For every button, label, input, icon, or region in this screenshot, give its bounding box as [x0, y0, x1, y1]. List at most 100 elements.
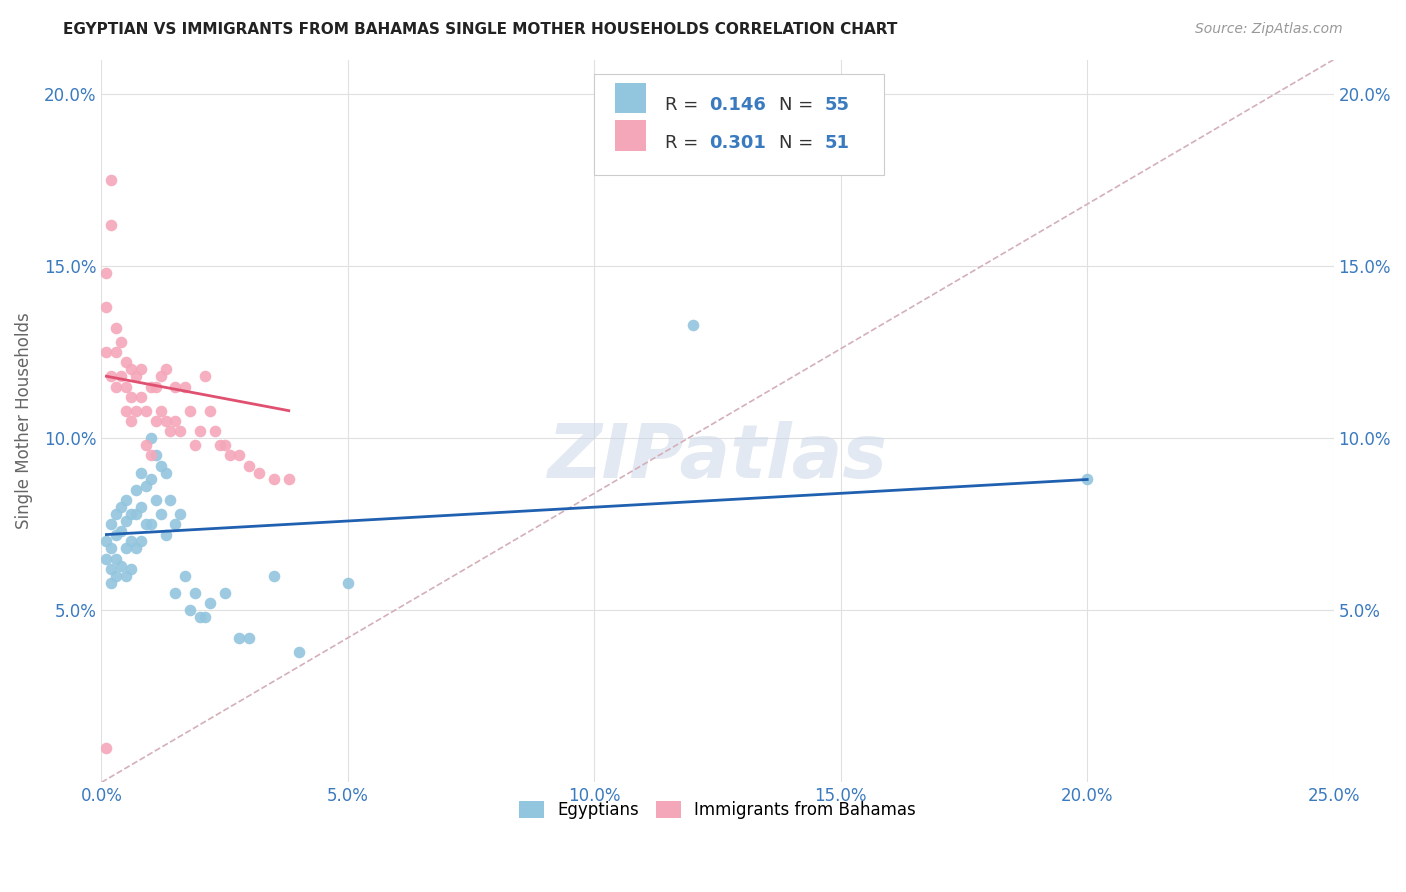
- Point: [198, 403, 221, 417]
- Point: [100, 218, 122, 232]
- Point: [125, 483, 148, 497]
- Point: [139, 473, 162, 487]
- Point: [188, 610, 211, 624]
- Point: [115, 355, 138, 369]
- Point: [155, 466, 177, 480]
- Point: [105, 321, 128, 335]
- Point: [188, 425, 211, 439]
- Point: [115, 514, 138, 528]
- Point: [135, 517, 157, 532]
- Point: [204, 425, 226, 439]
- Point: [125, 369, 148, 384]
- Point: [115, 541, 138, 556]
- Point: [96, 534, 118, 549]
- Point: [105, 379, 128, 393]
- Point: [218, 449, 240, 463]
- Point: [287, 644, 309, 658]
- Point: [149, 369, 172, 384]
- Text: N =: N =: [779, 134, 820, 152]
- Y-axis label: Single Mother Households: Single Mother Households: [15, 312, 32, 529]
- Point: [129, 466, 152, 480]
- Point: [238, 631, 260, 645]
- Point: [105, 551, 128, 566]
- Point: [184, 438, 207, 452]
- Point: [155, 414, 177, 428]
- Text: 55: 55: [825, 96, 849, 114]
- Point: [336, 575, 359, 590]
- Text: 0.301: 0.301: [709, 134, 766, 152]
- Point: [96, 345, 118, 359]
- Point: [238, 458, 260, 473]
- Point: [96, 301, 118, 315]
- Point: [263, 473, 285, 487]
- Point: [159, 425, 181, 439]
- Point: [184, 586, 207, 600]
- Point: [100, 575, 122, 590]
- Point: [139, 379, 162, 393]
- Point: [120, 534, 142, 549]
- Point: [120, 414, 142, 428]
- Point: [110, 500, 132, 514]
- Point: [682, 318, 704, 332]
- Point: [208, 438, 231, 452]
- Point: [135, 479, 157, 493]
- Point: [139, 431, 162, 445]
- Point: [105, 507, 128, 521]
- Point: [214, 438, 236, 452]
- Point: [110, 558, 132, 573]
- Point: [135, 438, 157, 452]
- Point: [115, 403, 138, 417]
- Point: [169, 425, 191, 439]
- Point: [145, 449, 167, 463]
- Point: [145, 493, 167, 508]
- Point: [247, 466, 270, 480]
- Point: [129, 362, 152, 376]
- FancyBboxPatch shape: [616, 120, 647, 151]
- Point: [145, 414, 167, 428]
- Point: [1076, 473, 1098, 487]
- Point: [139, 517, 162, 532]
- Point: [155, 362, 177, 376]
- Point: [129, 390, 152, 404]
- Point: [149, 507, 172, 521]
- Point: [129, 534, 152, 549]
- Point: [263, 569, 285, 583]
- Point: [165, 586, 187, 600]
- Point: [100, 517, 122, 532]
- Point: [174, 379, 197, 393]
- Point: [96, 741, 118, 756]
- Point: [165, 414, 187, 428]
- Point: [155, 527, 177, 541]
- Point: [135, 403, 157, 417]
- Point: [139, 449, 162, 463]
- Point: [96, 266, 118, 280]
- FancyBboxPatch shape: [616, 83, 647, 113]
- Point: [100, 562, 122, 576]
- Text: 0.146: 0.146: [709, 96, 766, 114]
- Point: [159, 493, 181, 508]
- Point: [110, 524, 132, 538]
- Point: [165, 517, 187, 532]
- Point: [169, 507, 191, 521]
- Point: [129, 500, 152, 514]
- Point: [105, 569, 128, 583]
- Point: [228, 631, 250, 645]
- FancyBboxPatch shape: [595, 74, 884, 175]
- Text: EGYPTIAN VS IMMIGRANTS FROM BAHAMAS SINGLE MOTHER HOUSEHOLDS CORRELATION CHART: EGYPTIAN VS IMMIGRANTS FROM BAHAMAS SING…: [63, 22, 897, 37]
- Point: [120, 362, 142, 376]
- Point: [120, 562, 142, 576]
- Point: [120, 507, 142, 521]
- Text: N =: N =: [779, 96, 820, 114]
- Text: 51: 51: [825, 134, 849, 152]
- Text: R =: R =: [665, 134, 703, 152]
- Point: [125, 403, 148, 417]
- Point: [100, 369, 122, 384]
- Point: [145, 379, 167, 393]
- Point: [194, 610, 217, 624]
- Point: [149, 403, 172, 417]
- Point: [100, 541, 122, 556]
- Point: [110, 334, 132, 349]
- Point: [115, 379, 138, 393]
- Point: [120, 390, 142, 404]
- Point: [105, 527, 128, 541]
